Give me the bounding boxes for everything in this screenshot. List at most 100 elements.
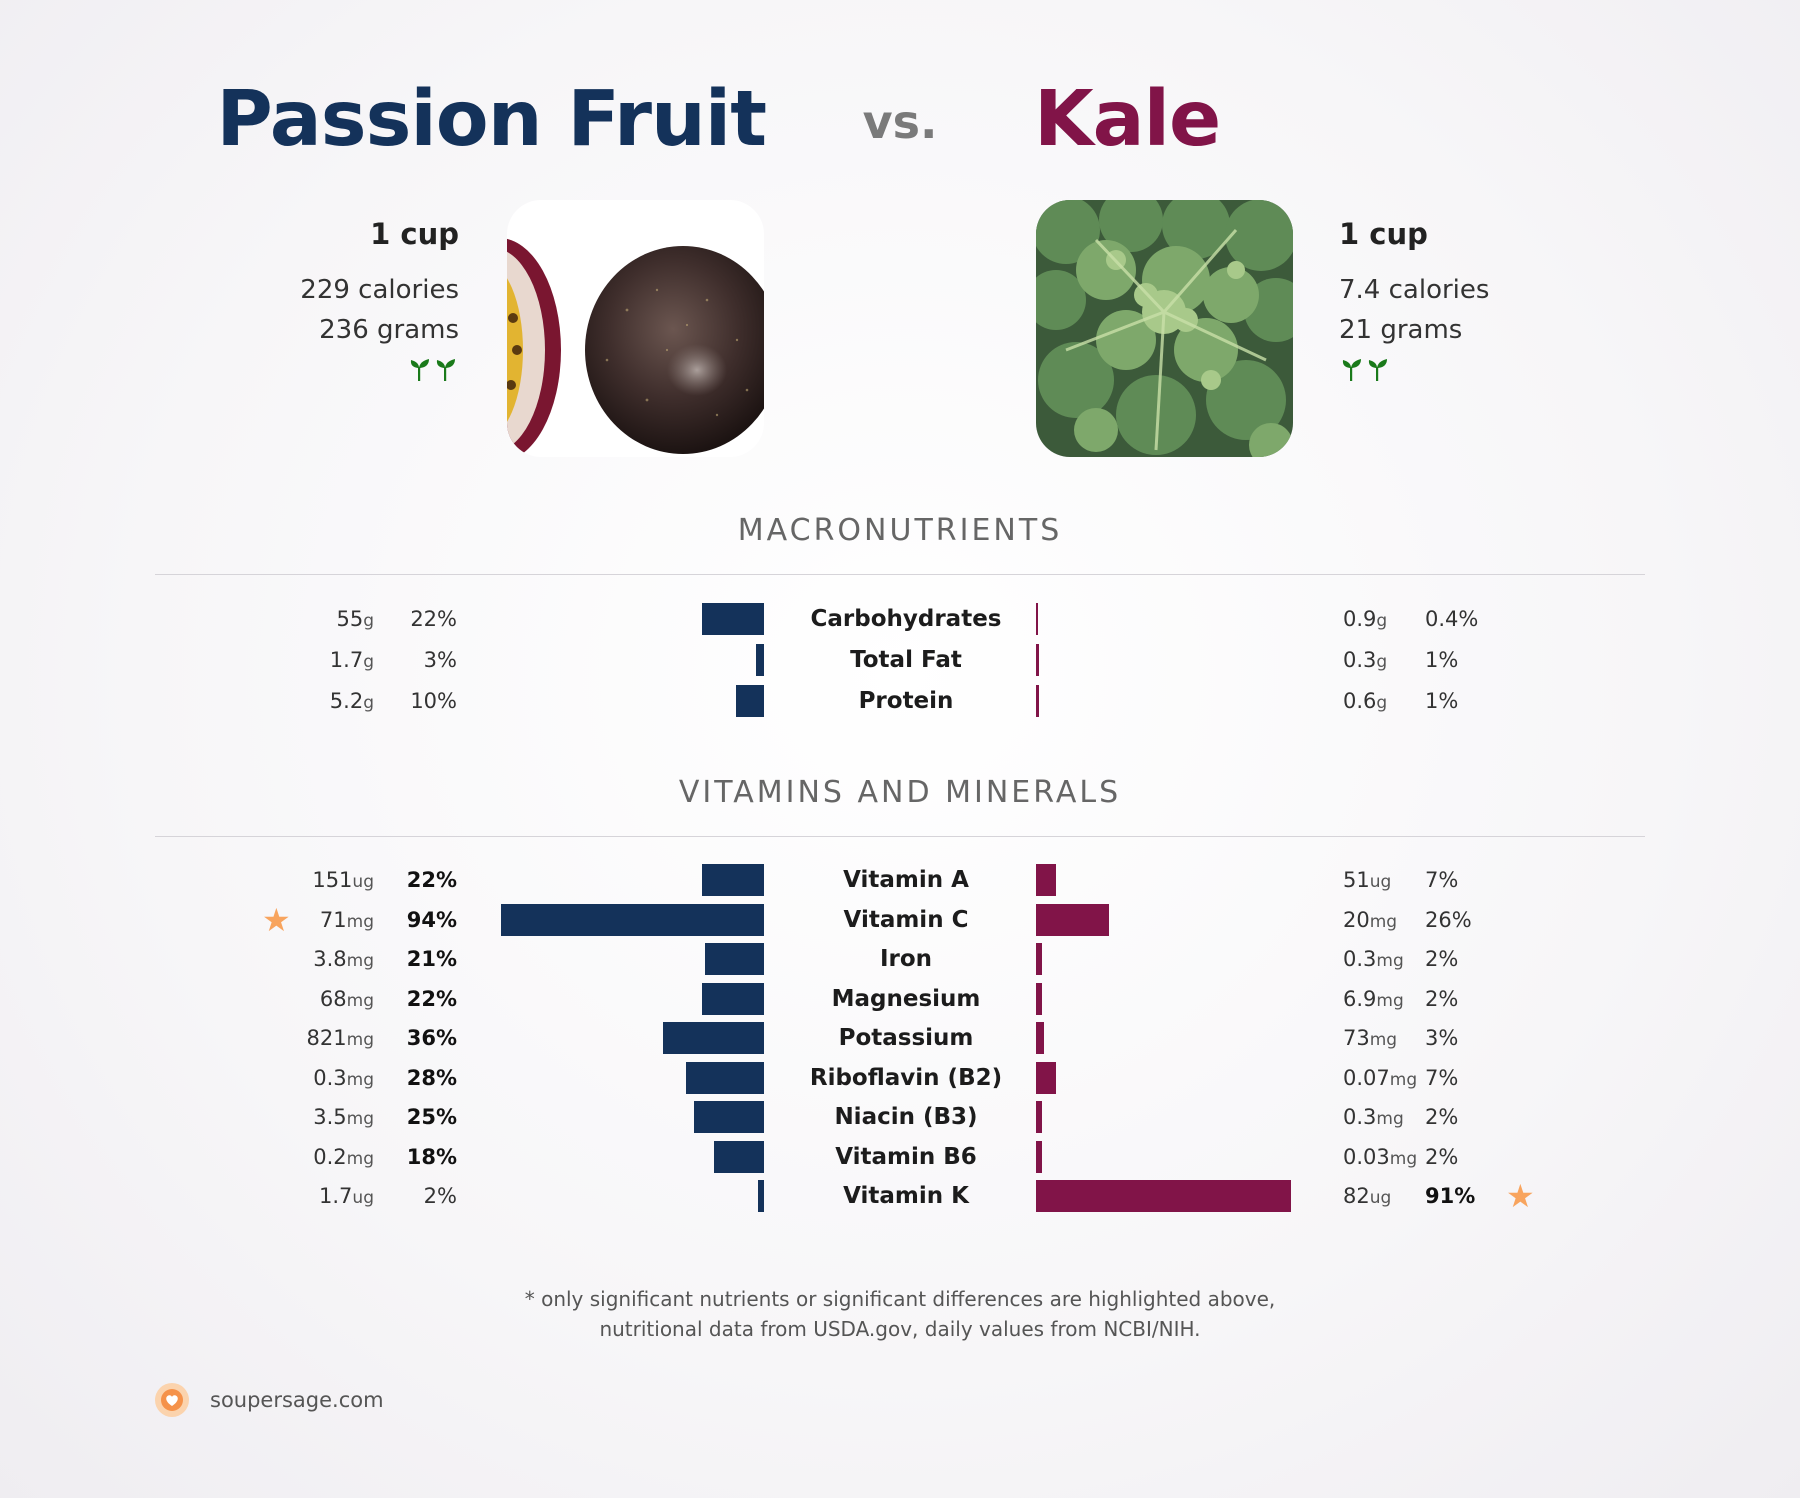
right-percent: 7% (1425, 1065, 1459, 1090)
left-bar (685, 1061, 764, 1094)
versus-label: vs. (862, 95, 938, 149)
nutrient-row: 0.2mg 18% Vitamin B6 0.03mg 2% (0, 1137, 1800, 1177)
nutrient-name: Iron (879, 946, 933, 972)
left-unit: mg (346, 1030, 374, 1050)
right-amount: 0.07mg (1343, 1065, 1418, 1090)
left-amount: 1.7g (329, 648, 374, 672)
right-amount: 51ug (1343, 868, 1392, 892)
left-amount: 55g (336, 607, 374, 631)
left-percent: 21% (406, 947, 457, 971)
star-icon: ★ (262, 900, 291, 939)
left-food-title: Passion Fruit (216, 75, 767, 164)
left-amount: 68mg (319, 986, 374, 1011)
left-sprout-icons (407, 356, 459, 388)
nutrient-name: Vitamin K (843, 1183, 969, 1209)
left-unit: mg (346, 951, 374, 971)
left-bar (694, 1101, 764, 1133)
right-percent: 7% (1425, 868, 1459, 892)
passion-fruit-photo (507, 200, 764, 457)
right-bar (1036, 943, 1042, 975)
left-unit: g (363, 652, 374, 672)
left-percent: 2% (423, 1184, 457, 1208)
star-icon: ★ (1506, 1177, 1535, 1215)
left-unit: g (363, 693, 374, 713)
left-grams: 236 grams (319, 315, 459, 345)
left-amount: 5.2g (329, 689, 374, 713)
left-percent: 36% (406, 1026, 457, 1050)
left-bar (702, 603, 764, 635)
left-bar (702, 982, 764, 1015)
left-unit: g (363, 611, 374, 631)
left-bar (713, 1140, 764, 1173)
right-percent: 3% (1425, 1026, 1459, 1050)
right-unit: g (1376, 652, 1388, 672)
left-percent: 22% (406, 986, 457, 1011)
right-unit: mg (1376, 951, 1404, 971)
right-unit: mg (1389, 1148, 1418, 1169)
right-unit: g (1376, 693, 1388, 713)
left-percent: 94% (406, 907, 457, 932)
left-percent: 18% (406, 1144, 457, 1169)
right-bar (1036, 1101, 1042, 1133)
right-bar (1036, 903, 1109, 936)
right-percent: 91% (1425, 1184, 1476, 1208)
nutrient-row: 821mg 36% Potassium 73mg 3% (0, 1018, 1800, 1058)
footnote-line-2: nutritional data from USDA.gov, daily va… (599, 1317, 1201, 1341)
brand-link[interactable]: soupersage.com (210, 1388, 384, 1412)
right-amount: 0.3g (1343, 648, 1388, 672)
right-percent: 1% (1425, 689, 1459, 713)
nutrient-row: 3.8mg 21% Iron 0.3mg 2% (0, 939, 1800, 979)
soupersage-logo-icon (154, 1382, 190, 1418)
right-bar (1036, 1180, 1291, 1212)
right-amount: 82ug (1343, 1184, 1392, 1208)
nutrient-name: Vitamin C (843, 906, 969, 933)
nutrient-name: Niacin (B3) (834, 1104, 978, 1130)
left-percent: 22% (406, 868, 457, 892)
nutrient-row: 151ug 22% Vitamin A 51ug 7% (0, 860, 1800, 900)
right-calories: 7.4 calories (1339, 275, 1490, 305)
left-bar (663, 1022, 764, 1054)
right-bar (1036, 644, 1039, 676)
right-amount: 0.6g (1343, 689, 1388, 713)
nutrient-name: Vitamin B6 (835, 1143, 977, 1170)
right-serving: 1 cup (1339, 217, 1428, 251)
left-unit: mg (346, 990, 374, 1011)
nutrient-name: Total Fat (850, 647, 962, 673)
nutrient-name: Riboflavin (B2) (809, 1064, 1003, 1091)
right-percent: 2% (1425, 1105, 1459, 1129)
right-amount: 0.9g (1343, 607, 1388, 631)
left-unit: mg (346, 1148, 374, 1169)
right-unit: g (1376, 611, 1388, 631)
left-calories: 229 calories (300, 275, 459, 305)
nutrient-row: 68mg 22% Magnesium 6.9mg 2% (0, 979, 1800, 1019)
macronutrients-heading: MACRONUTRIENTS (737, 513, 1063, 548)
right-bar (1036, 603, 1038, 635)
left-bar (702, 864, 764, 896)
right-amount: 0.03mg (1343, 1144, 1418, 1169)
right-food-title: Kale (1034, 75, 1221, 164)
right-amount: 0.3mg (1343, 947, 1404, 971)
left-bar (705, 943, 764, 975)
left-amount: 821mg (306, 1026, 374, 1050)
left-bar (755, 644, 764, 676)
sprout-icon (410, 359, 455, 381)
footnote-line-1: * only significant nutrients or signific… (524, 1287, 1276, 1311)
left-amount: 0.3mg (313, 1065, 374, 1090)
left-amount: 3.8mg (313, 947, 374, 971)
left-amount: 1.7ug (319, 1184, 374, 1208)
right-unit: ug (1369, 1188, 1392, 1208)
right-bar (1036, 864, 1056, 896)
nutrient-name: Protein (858, 688, 954, 714)
left-unit: mg (346, 1069, 374, 1090)
right-unit: mg (1369, 1030, 1398, 1050)
right-percent: 0.4% (1425, 607, 1479, 631)
left-serving: 1 cup (370, 217, 459, 251)
right-amount: 0.3mg (1343, 1105, 1404, 1129)
nutrient-name: Magnesium (831, 985, 981, 1012)
sprout-icon (1342, 359, 1387, 381)
right-unit: ug (1369, 872, 1392, 892)
right-percent: 2% (1425, 947, 1459, 971)
nutrient-row: 1.7ug 2% Vitamin K 82ug 91% ★ (0, 1176, 1800, 1216)
left-bar (500, 903, 764, 936)
left-amount: 3.5mg (313, 1105, 374, 1129)
